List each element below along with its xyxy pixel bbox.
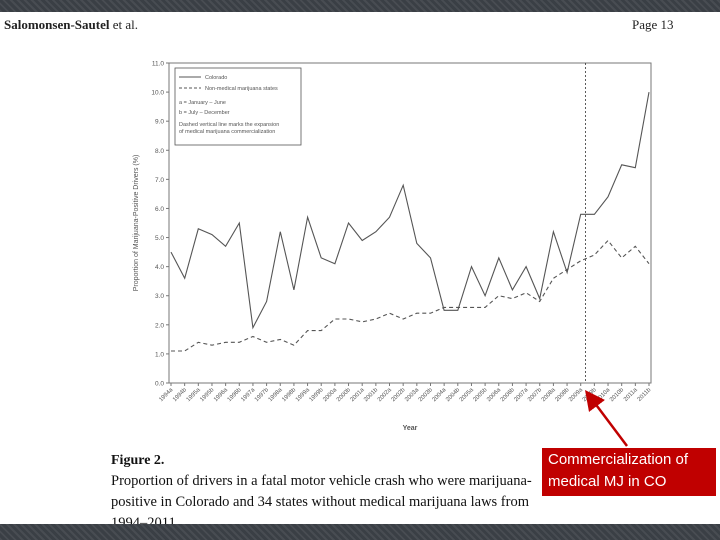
colorado-series-line [170, 92, 650, 330]
running-header-author: Salomonsen-Sautel et al. [4, 17, 138, 33]
plot-frame [168, 62, 652, 384]
legend-entry-non-mml: Non-medical marijuana states [205, 86, 278, 92]
x-tick-label: 2011a [623, 387, 639, 403]
y-tick-label: 6.0 [155, 206, 164, 213]
y-tick-label: 4.0 [155, 264, 164, 271]
y-tick-label: 0.0 [155, 381, 164, 388]
y-tick-label: 11.0 [152, 61, 165, 68]
figure-caption: Proportion of drivers in a fatal motor v… [111, 473, 532, 531]
figure-2-chart: 0.01.02.03.04.05.06.07.08.09.010.011.019… [133, 61, 653, 433]
commercialization-callout: Commercialization of medical MJ in CO [542, 448, 716, 496]
author-etal: et al. [109, 17, 138, 32]
callout-line-2: medical MJ in CO [548, 473, 667, 490]
y-tick-label: 5.0 [155, 235, 164, 242]
legend-note-vline: of medical marijuana commercialization [179, 129, 275, 135]
legend-note-b: b = July – December [179, 110, 230, 116]
y-tick-label: 2.0 [155, 322, 164, 329]
y-tick-label: 1.0 [155, 351, 164, 358]
legend-note-vline: Dashed vertical line marks the expansion [179, 122, 279, 128]
y-tick-label: 7.0 [155, 177, 164, 184]
non-mml-series-line [171, 239, 650, 352]
author-name: Salomonsen-Sautel [4, 17, 110, 32]
page-number: Page 13 [632, 17, 674, 32]
x-axis-title: Year [403, 425, 418, 432]
legend-entry-colorado: Colorado [205, 75, 227, 81]
y-tick-label: 9.0 [155, 119, 164, 126]
x-tick-label: 2010b [609, 387, 626, 404]
y-tick-label: 8.0 [155, 148, 164, 155]
y-axis-title: Proportion of Marijuana-Positive Drivers… [133, 155, 140, 292]
y-tick-label: 3.0 [155, 293, 164, 300]
legend-note-a: a = January – June [179, 100, 226, 106]
legend-box [174, 67, 302, 146]
figure-label: Figure 2. [111, 453, 165, 468]
top-decorative-band [0, 0, 720, 12]
y-tick-label: 10.0 [151, 90, 164, 97]
bottom-decorative-band [0, 524, 720, 540]
x-tick-label: 2011b [637, 387, 653, 403]
callout-line-1: Commercialization of [548, 451, 689, 468]
